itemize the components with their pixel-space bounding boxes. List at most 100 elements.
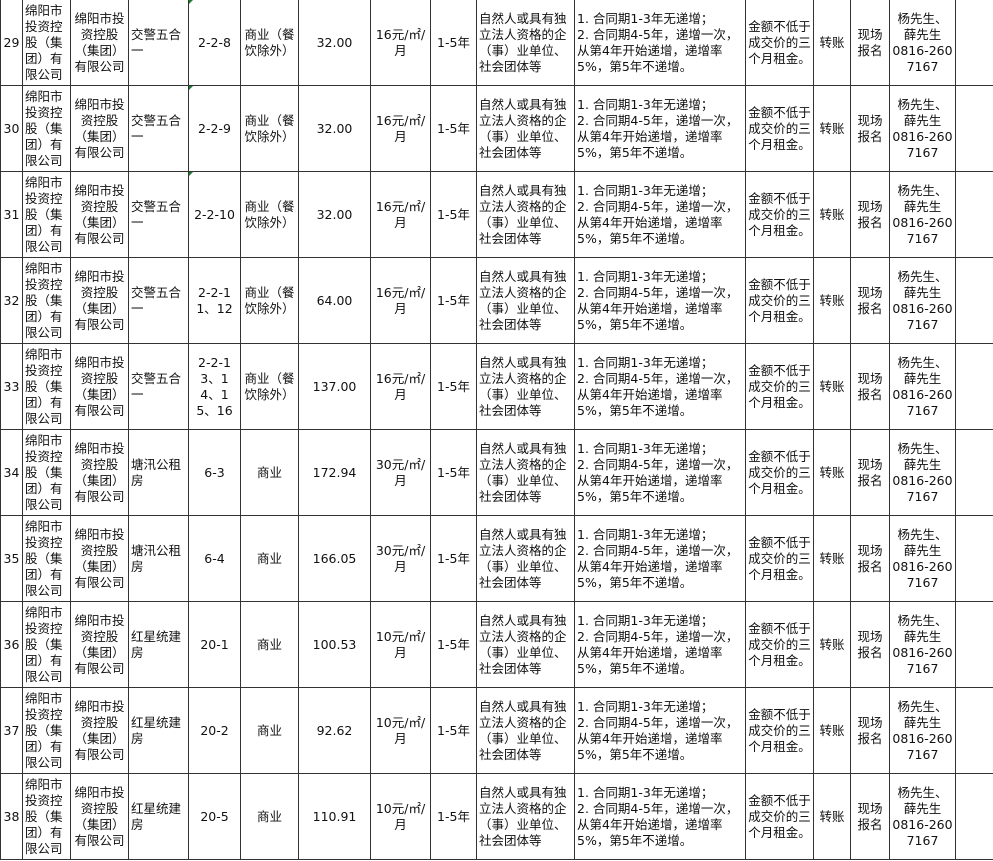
price-cell: 16元/㎡/月 [370, 171, 431, 258]
payment-method-cell: 转账 [813, 257, 851, 344]
owner-cell: 绵阳市投资控股（集团）有限公司 [22, 773, 71, 860]
unit-number-cell: 6-4 [188, 515, 241, 602]
contact-cell: 杨先生、薛先生 0816-2607167 [889, 515, 956, 602]
row-number-cell: 37 [0, 687, 23, 774]
usage-cell: 商业 [240, 429, 299, 516]
row-number-cell: 34 [0, 429, 23, 516]
location-cell: 交警五合一 [128, 257, 189, 344]
location-cell: 塘汛公租房 [128, 515, 189, 602]
operator-cell: 绵阳市投资控股（集团）有限公司 [70, 601, 129, 688]
lease-term-cell: 1-5年 [430, 257, 477, 344]
price-cell: 16元/㎡/月 [370, 257, 431, 344]
extra-cell [955, 257, 993, 344]
eligibility-cell: 自然人或具有独立法人资格的企（事）业单位、社会团体等 [476, 257, 575, 344]
operator-cell: 绵阳市投资控股（集团）有限公司 [70, 0, 129, 86]
deposit-cell: 金额不低于成交价的三个月租金。 [745, 687, 814, 774]
location-cell: 红星统建房 [128, 773, 189, 860]
price-cell: 10元/㎡/月 [370, 687, 431, 774]
eligibility-cell: 自然人或具有独立法人资格的企（事）业单位、社会团体等 [476, 343, 575, 430]
usage-cell: 商业（餐饮除外） [240, 171, 299, 258]
contact-cell: 杨先生、薛先生 0816-2607167 [889, 85, 956, 172]
rent-increase-cell: 1. 合同期1-3年无递增； 2. 合同期4-5年，递增一次，从第4年开始递增，… [574, 171, 746, 258]
payment-method-cell: 转账 [813, 687, 851, 774]
area-cell: 110.91 [298, 773, 371, 860]
signup-method-cell: 现场报名 [850, 85, 890, 172]
owner-cell: 绵阳市投资控股（集团）有限公司 [22, 687, 71, 774]
row-number-cell: 35 [0, 515, 23, 602]
price-cell: 16元/㎡/月 [370, 0, 431, 86]
payment-method-cell: 转账 [813, 601, 851, 688]
area-cell: 137.00 [298, 343, 371, 430]
owner-cell: 绵阳市投资控股（集团）有限公司 [22, 515, 71, 602]
row-number-cell: 30 [0, 85, 23, 172]
area-cell: 172.94 [298, 429, 371, 516]
owner-cell: 绵阳市投资控股（集团）有限公司 [22, 171, 71, 258]
table-row: 35 绵阳市投资控股（集团）有限公司 绵阳市投资控股（集团）有限公司 塘汛公租房 6-4… [0, 515, 993, 602]
lease-term-cell: 1-5年 [430, 171, 477, 258]
eligibility-cell: 自然人或具有独立法人资格的企（事）业单位、社会团体等 [476, 429, 575, 516]
eligibility-cell: 自然人或具有独立法人资格的企（事）业单位、社会团体等 [476, 601, 575, 688]
unit-number-cell: 2-2-9 [188, 85, 241, 172]
extra-cell [955, 85, 993, 172]
lease-term-cell: 1-5年 [430, 343, 477, 430]
lease-term-cell: 1-5年 [430, 429, 477, 516]
price-cell: 16元/㎡/月 [370, 343, 431, 430]
extra-cell [955, 343, 993, 430]
rent-increase-cell: 1. 合同期1-3年无递增； 2. 合同期4-5年，递增一次，从第4年开始递增，… [574, 687, 746, 774]
location-cell: 红星统建房 [128, 601, 189, 688]
extra-cell [955, 429, 993, 516]
location-cell: 塘汛公租房 [128, 429, 189, 516]
signup-method-cell: 现场报名 [850, 773, 890, 860]
deposit-cell: 金额不低于成交价的三个月租金。 [745, 773, 814, 860]
unit-number-cell: 20-5 [188, 773, 241, 860]
deposit-cell: 金额不低于成交价的三个月租金。 [745, 85, 814, 172]
payment-method-cell: 转账 [813, 429, 851, 516]
payment-method-cell: 转账 [813, 515, 851, 602]
extra-cell [955, 773, 993, 860]
usage-cell: 商业（餐饮除外） [240, 0, 299, 86]
signup-method-cell: 现场报名 [850, 171, 890, 258]
rent-increase-cell: 1. 合同期1-3年无递增； 2. 合同期4-5年，递增一次，从第4年开始递增，… [574, 515, 746, 602]
contact-cell: 杨先生、薛先生 0816-2607167 [889, 257, 956, 344]
contact-cell: 杨先生、薛先生 0816-2607167 [889, 773, 956, 860]
row-number-cell: 31 [0, 171, 23, 258]
owner-cell: 绵阳市投资控股（集团）有限公司 [22, 601, 71, 688]
table-row: 32 绵阳市投资控股（集团）有限公司 绵阳市投资控股（集团）有限公司 交警五合一 2-2… [0, 257, 993, 344]
signup-method-cell: 现场报名 [850, 687, 890, 774]
rent-increase-cell: 1. 合同期1-3年无递增； 2. 合同期4-5年，递增一次，从第4年开始递增，… [574, 773, 746, 860]
signup-method-cell: 现场报名 [850, 601, 890, 688]
price-cell: 30元/㎡/月 [370, 429, 431, 516]
unit-number-cell: 2-2-13、14、15、16 [188, 343, 241, 430]
deposit-cell: 金额不低于成交价的三个月租金。 [745, 257, 814, 344]
owner-cell: 绵阳市投资控股（集团）有限公司 [22, 343, 71, 430]
price-cell: 10元/㎡/月 [370, 601, 431, 688]
area-cell: 32.00 [298, 171, 371, 258]
unit-number-cell: 2-2-10 [188, 171, 241, 258]
payment-method-cell: 转账 [813, 171, 851, 258]
lease-term-cell: 1-5年 [430, 85, 477, 172]
lease-term-cell: 1-5年 [430, 773, 477, 860]
owner-cell: 绵阳市投资控股（集团）有限公司 [22, 257, 71, 344]
unit-number-cell: 20-1 [188, 601, 241, 688]
unit-number-cell: 20-2 [188, 687, 241, 774]
eligibility-cell: 自然人或具有独立法人资格的企（事）业单位、社会团体等 [476, 0, 575, 86]
table-row: 34 绵阳市投资控股（集团）有限公司 绵阳市投资控股（集团）有限公司 塘汛公租房 6-3… [0, 429, 993, 516]
deposit-cell: 金额不低于成交价的三个月租金。 [745, 429, 814, 516]
contact-cell: 杨先生、薛先生 0816-2607167 [889, 171, 956, 258]
row-number-cell: 32 [0, 257, 23, 344]
contact-cell: 杨先生、薛先生 0816-2607167 [889, 687, 956, 774]
operator-cell: 绵阳市投资控股（集团）有限公司 [70, 257, 129, 344]
eligibility-cell: 自然人或具有独立法人资格的企（事）业单位、社会团体等 [476, 687, 575, 774]
payment-method-cell: 转账 [813, 343, 851, 430]
lease-term-cell: 1-5年 [430, 687, 477, 774]
operator-cell: 绵阳市投资控股（集团）有限公司 [70, 171, 129, 258]
unit-number-cell: 2-2-8 [188, 0, 241, 86]
eligibility-cell: 自然人或具有独立法人资格的企（事）业单位、社会团体等 [476, 773, 575, 860]
deposit-cell: 金额不低于成交价的三个月租金。 [745, 515, 814, 602]
usage-cell: 商业 [240, 687, 299, 774]
unit-number-cell: 2-2-11、12 [188, 257, 241, 344]
signup-method-cell: 现场报名 [850, 343, 890, 430]
usage-cell: 商业（餐饮除外） [240, 343, 299, 430]
operator-cell: 绵阳市投资控股（集团）有限公司 [70, 687, 129, 774]
table-row: 33 绵阳市投资控股（集团）有限公司 绵阳市投资控股（集团）有限公司 交警五合一 2-2… [0, 343, 993, 430]
